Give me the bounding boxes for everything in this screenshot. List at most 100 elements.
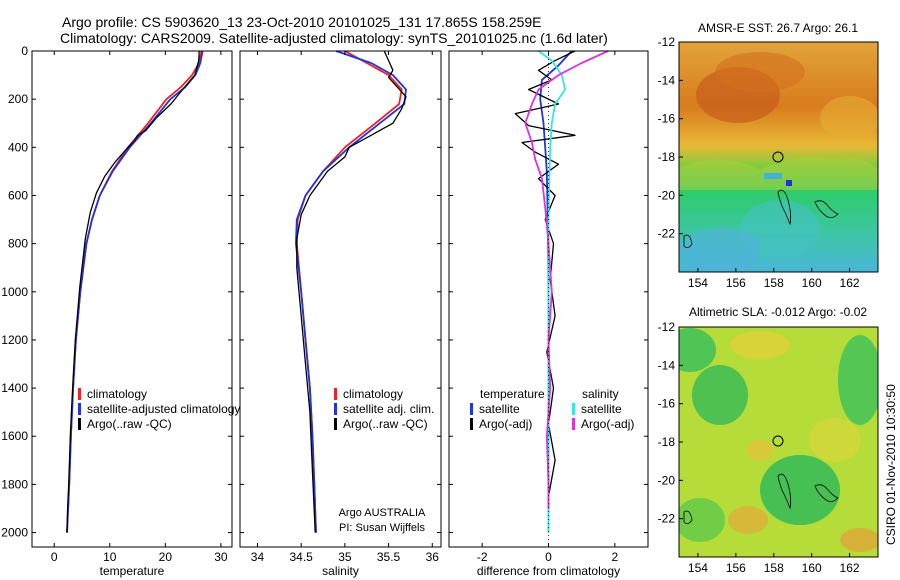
difference-xtick-label: 2 xyxy=(611,550,618,564)
difference-legend-swatch xyxy=(572,418,575,430)
salinity-xtick-label: 34.5 xyxy=(289,550,313,564)
figure-title-line2: Climatology: CARS2009. Satellite-adjuste… xyxy=(60,30,608,46)
sla-map-ytick-label: -18 xyxy=(658,435,676,449)
difference-legend-swatch xyxy=(470,403,473,415)
sst-map-xtick-label: 156 xyxy=(726,276,746,290)
difference-legend-label: satellite xyxy=(479,402,520,416)
sla-map-ticks: 154 156 158 160 162 -12 -14 -16 -18 -20 -22 xyxy=(658,320,860,575)
difference-legend: temperaturesatelliteArgo(-adj)salinitysa… xyxy=(470,387,634,431)
depth-tick-label: 1800 xyxy=(1,477,28,491)
sst-map-xtick-label: 162 xyxy=(840,276,860,290)
difference-legend-label: salinity xyxy=(582,387,619,401)
salinity-annotation: PI: Susan Wijffels xyxy=(339,522,425,534)
depth-tick-label: 1200 xyxy=(1,333,28,347)
temperature-legend-label: Argo(..raw -QC) xyxy=(87,417,172,431)
sst-map-ytick-label: -22 xyxy=(658,227,676,241)
temperature-xtick-label: 0 xyxy=(51,550,58,564)
depth-tick-label: 800 xyxy=(8,237,28,251)
salinity-xtick-label: 34 xyxy=(251,550,265,564)
temperature-series-climatology xyxy=(66,50,203,533)
depth-tick-label: 400 xyxy=(8,140,28,154)
sst-map-ytick-label: -12 xyxy=(658,35,676,49)
temperature-frame xyxy=(31,50,233,548)
difference-series-salinity-satellite xyxy=(537,50,566,533)
salinity-annotation: Argo AUSTRALIA xyxy=(339,507,426,519)
temperature-legend-swatch xyxy=(78,388,81,400)
sla-map-xtick-label: 160 xyxy=(802,561,822,575)
salinity-legend-label: Argo(..raw -QC) xyxy=(343,417,428,431)
temperature-legend-swatch xyxy=(78,418,81,430)
temperature-xtick-label: 20 xyxy=(159,550,173,564)
salinity-frame xyxy=(239,50,442,548)
difference-legend-label: satellite xyxy=(581,402,622,416)
sst-map-ytick-label: -20 xyxy=(658,188,676,202)
depth-tick-label: 1000 xyxy=(1,285,28,299)
sst-map-xtick-label: 158 xyxy=(764,276,784,290)
salinity-xtick-label: 35.5 xyxy=(377,550,401,564)
sla-map-xtick-label: 154 xyxy=(688,561,708,575)
temperature-series-argo-raw-qc xyxy=(66,50,200,533)
difference-series-salinity-argo-adj xyxy=(524,50,609,509)
depth-tick-label: 600 xyxy=(8,188,28,202)
salinity-legend-label: satellite adj. clim. xyxy=(343,402,434,416)
sst-map-xtick-label: 160 xyxy=(802,276,822,290)
salinity-series-argo-raw-qc xyxy=(296,50,407,533)
sst-map-ticks: 154 156 158 160 162 -12 -14 -16 -18 -20 -22 xyxy=(658,35,860,290)
depth-tick-label: 0 xyxy=(21,44,28,58)
difference-xlabel: difference from climatology xyxy=(477,564,620,578)
sla-heatmap xyxy=(679,327,878,557)
difference-legend-label: temperature xyxy=(480,387,545,401)
salinity-legend-label: climatology xyxy=(343,387,403,401)
depth-tick-label: 2000 xyxy=(1,526,28,540)
temperature-xlabel: temperature xyxy=(100,564,165,578)
difference-xtick-label: -2 xyxy=(477,550,488,564)
temperature-legend-label: climatology xyxy=(87,387,147,401)
depth-tick-label: 1400 xyxy=(1,381,28,395)
sla-map-ytick-label: -22 xyxy=(658,512,676,526)
sla-map-panel: Altimetric SLA: -0.012 Argo: -0.02 154 15… xyxy=(658,305,879,575)
difference-series-temperature-argo-adj xyxy=(514,50,576,533)
sla-map-title: Altimetric SLA: -0.012 Argo: -0.02 xyxy=(689,305,867,319)
sla-map-xtick-label: 162 xyxy=(840,561,860,575)
temperature-panel: 0 10 20 30 0 200 400 600 800 1000 1200 1400 1600 1800… xyxy=(1,44,240,578)
temperature-legend-swatch xyxy=(78,403,81,415)
difference-legend-label: Argo(-adj) xyxy=(479,417,532,431)
salinity-xtick-label: 35 xyxy=(338,550,352,564)
salinity-series-satellite-adj-clim xyxy=(294,50,407,533)
sst-map-ytick-label: -16 xyxy=(658,112,676,126)
sla-map-ytick-label: -14 xyxy=(658,358,676,372)
difference-series-temperature-satellite xyxy=(539,50,573,509)
sst-map-xtick-label: 154 xyxy=(688,276,708,290)
salinity-xtick-label: 36 xyxy=(426,550,440,564)
timestamp-side-label: CSIRO 01-Nov-2010 10:30:50 xyxy=(884,384,898,545)
depth-tick-label: 1600 xyxy=(1,429,28,443)
sla-map-ytick-label: -12 xyxy=(658,320,676,334)
temperature-series-satellite-adjusted-climatology xyxy=(66,50,204,533)
salinity-legend-swatch xyxy=(334,418,337,430)
difference-legend-swatch xyxy=(572,403,575,415)
salinity-legend-swatch xyxy=(334,403,337,415)
salinity-panel: 34 34.5 35 35.5 36 salinity climatologysatelli… xyxy=(239,50,442,578)
sla-argo-location-marker xyxy=(772,435,784,447)
figure-title-line1: Argo profile: CS 5903620_13 23-Oct-2010 … xyxy=(62,14,542,30)
sst-map-ytick-label: -18 xyxy=(658,150,676,164)
sst-map-title: AMSR-E SST: 26.7 Argo: 26.1 xyxy=(698,21,858,35)
sla-map-xtick-label: 158 xyxy=(764,561,784,575)
sst-argo-location-marker xyxy=(772,151,784,163)
difference-legend-label: Argo(-adj) xyxy=(581,417,634,431)
sla-map-ytick-label: -16 xyxy=(658,397,676,411)
temperature-legend-label: satellite-adjusted climatology xyxy=(87,402,240,416)
temperature-xtick-label: 10 xyxy=(103,550,117,564)
sst-map-panel: AMSR-E SST: 26.7 Argo: 26.1 154 156 158 160… xyxy=(658,21,879,290)
sla-map-xtick-label: 156 xyxy=(726,561,746,575)
salinity-xlabel: salinity xyxy=(322,564,359,578)
sst-heatmap xyxy=(679,42,878,272)
depth-tick-label: 200 xyxy=(8,92,28,106)
difference-legend-swatch xyxy=(470,418,473,430)
temperature-xtick-label: 30 xyxy=(214,550,228,564)
sla-map-ytick-label: -20 xyxy=(658,473,676,487)
